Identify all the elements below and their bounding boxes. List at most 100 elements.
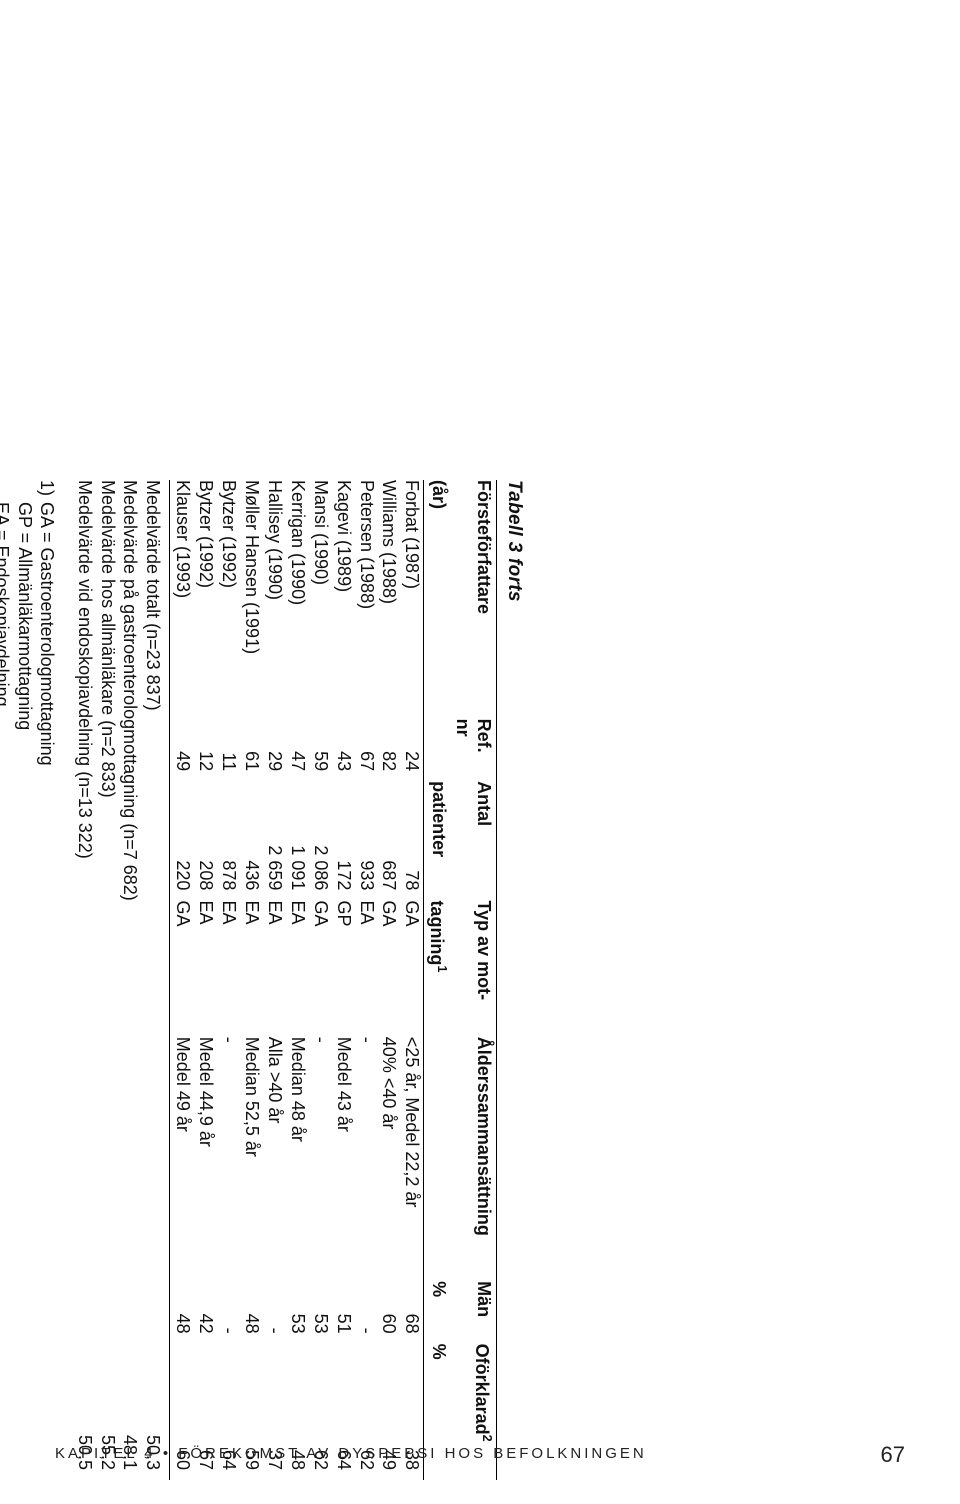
fn1-line2: GP = Allmänläkarmottagning: [13, 502, 36, 1480]
cell-ref: 59: [308, 719, 331, 782]
cell-ref: 49: [170, 719, 193, 782]
page-number: 67: [881, 1442, 905, 1468]
cell-age: -: [216, 1037, 239, 1281]
cell-age: Medel 49 år: [170, 1037, 193, 1281]
cell-ref: 12: [193, 719, 216, 782]
cell-antal: 933: [354, 781, 377, 900]
means-label: Medelvärde vid endoskopiavdelning (n=13 …: [72, 480, 95, 1281]
cell-age: <25 år, Medel 22,2 år: [400, 1037, 423, 1281]
means-row: Medelvärde hos allmänläkare (n=2 833)55,…: [95, 480, 118, 1480]
cell-author: Petersen (1988): [354, 480, 377, 719]
cell-ref: 24: [400, 719, 423, 782]
table-caption: Tabell 3 forts: [503, 480, 525, 1480]
running-header: KAPITEL 4 • FÖREKOMST AV DYSPEPSI HOS BE…: [55, 1445, 647, 1462]
cell-antal: 2 659: [262, 781, 285, 900]
cell-typ: GA: [308, 900, 331, 1036]
means-label: Medelvärde på gastroenterologmottagning …: [118, 480, 141, 1281]
cell-typ: GA: [377, 900, 400, 1036]
cell-age: Alla >40 år: [262, 1037, 285, 1281]
cell-antal: 2 086: [308, 781, 331, 900]
data-table: Försteförfattare Ref. nr Antal Typ av mo…: [72, 480, 497, 1480]
table-row: Hallisey (1990)292 659EAAlla >40 år-37: [262, 480, 285, 1480]
cell-man: 53: [308, 1281, 331, 1344]
fn1-line3: EA = Endoskopiavdelning: [0, 502, 13, 1480]
cell-ref: 43: [331, 719, 354, 782]
cell-age: Medel 44,9 år: [193, 1037, 216, 1281]
cell-man: 48: [170, 1281, 193, 1344]
table-row: Kagevi (1989)43172GPMedel 43 år5164: [331, 480, 354, 1480]
cell-ref: 67: [354, 719, 377, 782]
cell-typ: GP: [331, 900, 354, 1036]
footnotes: 1) GA = Gastroenterologmottagning GP = A…: [0, 480, 58, 1480]
fn1-num: 1): [0, 480, 58, 502]
cell-age: -: [354, 1037, 377, 1281]
col-author: Försteförfattare: [451, 480, 497, 719]
cell-man: -: [354, 1281, 377, 1344]
cell-age: Median 48 år: [285, 1037, 308, 1281]
cell-typ: GA: [400, 900, 423, 1036]
means-row: Medelvärde på gastroenterologmottagning …: [118, 480, 141, 1480]
col-author-sub: (år): [423, 480, 450, 719]
cell-ref: 47: [285, 719, 308, 782]
cell-age: Medel 43 år: [331, 1037, 354, 1281]
cell-author: Mansi (1990): [308, 480, 331, 719]
cell-author: Bytzer (1992): [216, 480, 239, 719]
cell-age: 40% <40 år: [377, 1037, 400, 1281]
cell-age: -: [308, 1037, 331, 1281]
cell-author: Hallisey (1990): [262, 480, 285, 719]
cell-typ: GA: [170, 900, 193, 1036]
table-row: Klauser (1993)49220GAMedel 49 år4860: [170, 480, 193, 1480]
means-label: Medelvärde hos allmänläkare (n=2 833): [95, 480, 118, 1281]
table-row: Kerrigan (1990)471 091EAMedian 48 år5348: [285, 480, 308, 1480]
fn1-line1: GA = Gastroenterologmottagning: [36, 502, 59, 1480]
cell-author: Williams (1988): [377, 480, 400, 719]
cell-ref: 11: [216, 719, 239, 782]
table-row: Mansi (1990)592 086GA-5362: [308, 480, 331, 1480]
cell-age: Median 52,5 år: [239, 1037, 262, 1281]
col-man-sub: %: [423, 1281, 450, 1344]
table-row: Petersen (1988)67933EA--62: [354, 480, 377, 1480]
cell-typ: EA: [262, 900, 285, 1036]
col-typ-sub: tagning1: [423, 900, 450, 1036]
cell-antal: 436: [239, 781, 262, 900]
cell-antal: 1 091: [285, 781, 308, 900]
cell-antal: 687: [377, 781, 400, 900]
col-ref: Ref. nr: [451, 719, 497, 782]
cell-author: Klauser (1993): [170, 480, 193, 719]
table-row: Møller Hansen (1991)61436EAMedian 52,5 å…: [239, 480, 262, 1480]
cell-typ: EA: [193, 900, 216, 1036]
cell-antal: 78: [400, 781, 423, 900]
cell-typ: EA: [354, 900, 377, 1036]
cell-antal: 878: [216, 781, 239, 900]
table-row: Williams (1988)82687GA40% <40 år6049: [377, 480, 400, 1480]
col-typ: Typ av mot-: [451, 900, 497, 1036]
cell-typ: EA: [216, 900, 239, 1036]
cell-man: 42: [193, 1281, 216, 1344]
cell-man: 60: [377, 1281, 400, 1344]
col-age: Ålderssammansättning: [451, 1037, 497, 1281]
cell-ref: 29: [262, 719, 285, 782]
cell-man: -: [216, 1281, 239, 1344]
means-row: Medelvärde totalt (n=23 837)50,3: [141, 480, 170, 1480]
cell-antal: 172: [331, 781, 354, 900]
cell-author: Forbat (1987): [400, 480, 423, 719]
cell-man: 53: [285, 1281, 308, 1344]
cell-author: Bytzer (1992): [193, 480, 216, 719]
cell-man: -: [262, 1281, 285, 1344]
cell-man: 68: [400, 1281, 423, 1344]
cell-typ: EA: [285, 900, 308, 1036]
means-row: Medelvärde vid endoskopiavdelning (n=13 …: [72, 480, 95, 1480]
table-row: Forbat (1987)2478GA<25 år, Medel 22,2 år…: [400, 480, 423, 1480]
cell-ref: 61: [239, 719, 262, 782]
means-label: Medelvärde totalt (n=23 837): [141, 480, 170, 1281]
table-row: Bytzer (1992)12208EAMedel 44,9 år4267: [193, 480, 216, 1480]
cell-man: 51: [331, 1281, 354, 1344]
table-row: Bytzer (1992)11878EA--64: [216, 480, 239, 1480]
col-antal: Antal: [451, 781, 497, 900]
cell-author: Kagevi (1989): [331, 480, 354, 719]
cell-antal: 208: [193, 781, 216, 900]
cell-author: Møller Hansen (1991): [239, 480, 262, 719]
col-antal-sub: patienter: [423, 781, 450, 900]
cell-author: Kerrigan (1990): [285, 480, 308, 719]
col-man: Män: [451, 1281, 497, 1344]
